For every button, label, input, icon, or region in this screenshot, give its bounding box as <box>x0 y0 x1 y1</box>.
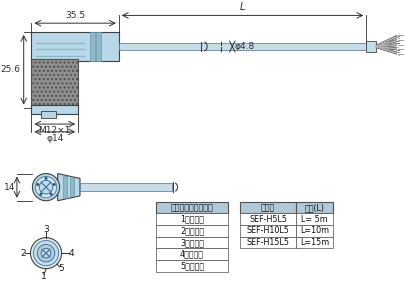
Text: 2－（白）: 2－（白） <box>179 226 204 235</box>
Text: φ4.8: φ4.8 <box>234 42 254 51</box>
Polygon shape <box>58 174 80 201</box>
Bar <box>239 213 296 225</box>
Text: SEF-H10L5: SEF-H10L5 <box>246 226 289 235</box>
Circle shape <box>30 237 62 269</box>
Bar <box>31 32 119 61</box>
Circle shape <box>37 245 55 262</box>
Bar <box>119 43 365 50</box>
Circle shape <box>49 193 53 196</box>
Text: SEF-H15L5: SEF-H15L5 <box>246 238 289 247</box>
Text: 3－（青）: 3－（青） <box>179 238 204 247</box>
Text: L=10m: L=10m <box>299 226 328 235</box>
Circle shape <box>32 174 60 201</box>
Circle shape <box>36 183 39 186</box>
Bar <box>296 213 333 225</box>
Text: 長さ(L): 長さ(L) <box>304 203 324 212</box>
Bar <box>239 237 296 248</box>
Text: 5－（灰）: 5－（灰） <box>179 261 204 270</box>
Text: M12×1: M12×1 <box>38 126 71 135</box>
Text: コネクターピン配置: コネクターピン配置 <box>170 203 213 212</box>
Bar <box>296 202 333 213</box>
Bar <box>96 32 101 61</box>
Bar <box>155 260 228 272</box>
Bar <box>239 225 296 237</box>
Text: 5: 5 <box>58 264 64 273</box>
Text: L=15m: L=15m <box>299 238 328 247</box>
Circle shape <box>53 183 55 186</box>
Text: 14: 14 <box>4 183 15 192</box>
Bar <box>41 111 55 118</box>
Bar <box>70 178 74 196</box>
Text: 1: 1 <box>41 272 47 281</box>
Bar <box>31 105 78 114</box>
Text: 25.6: 25.6 <box>1 65 21 74</box>
Text: 35.5: 35.5 <box>65 11 85 20</box>
Bar <box>155 248 228 260</box>
Circle shape <box>33 241 58 266</box>
Text: 2: 2 <box>20 249 26 257</box>
Bar <box>239 202 296 213</box>
Text: SEF-H5L5: SEF-H5L5 <box>249 215 286 224</box>
Circle shape <box>39 193 42 196</box>
Bar <box>63 176 67 198</box>
Bar <box>155 237 228 248</box>
Bar <box>90 32 94 61</box>
Text: L: L <box>239 2 244 13</box>
Text: 3: 3 <box>43 225 49 234</box>
Circle shape <box>39 180 53 194</box>
Bar <box>31 59 78 107</box>
Text: 1－（茶）: 1－（茶） <box>179 215 204 224</box>
Circle shape <box>41 248 51 258</box>
Text: 形　式: 形 式 <box>260 203 275 212</box>
Text: 4－（黒）: 4－（黒） <box>179 249 204 259</box>
Text: L= 5m: L= 5m <box>301 215 327 224</box>
Bar <box>365 41 375 52</box>
Circle shape <box>45 177 47 180</box>
Circle shape <box>35 176 57 198</box>
Bar <box>155 202 228 213</box>
Bar <box>296 225 333 237</box>
Text: φ14: φ14 <box>46 134 63 143</box>
Bar <box>80 183 172 191</box>
Bar <box>296 237 333 248</box>
Text: 4: 4 <box>68 249 74 257</box>
Bar <box>155 213 228 225</box>
Bar <box>155 225 228 237</box>
